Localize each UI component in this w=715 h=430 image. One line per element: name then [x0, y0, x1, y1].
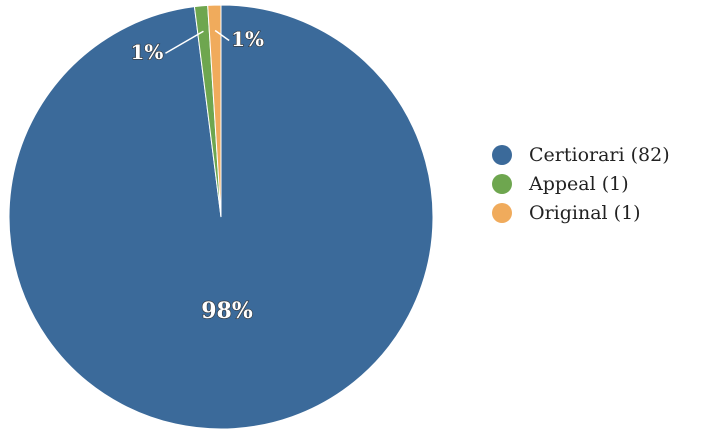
legend-item-original[interactable]: Original (1) [492, 198, 670, 227]
slice-label-certiorari: 98% [201, 298, 253, 324]
legend-swatch-certiorari [492, 144, 512, 165]
leader-line-original [214, 29, 230, 42]
legend-item-certiorari[interactable]: Certiorari (82) [492, 140, 670, 169]
legend-label-appeal: Appeal (1) [529, 172, 629, 195]
legend-item-appeal[interactable]: Appeal (1) [492, 169, 670, 198]
legend-swatch-appeal [492, 173, 512, 194]
legend-label-original: Original (1) [529, 201, 641, 224]
slice-label-original: 1% [231, 27, 264, 51]
legend-swatch-original [492, 202, 512, 223]
slice-label-appeal: 1% [131, 40, 164, 64]
chart-legend: Certiorari (82) Appeal (1) Original (1) [492, 140, 670, 227]
legend-label-certiorari: Certiorari (82) [529, 143, 670, 166]
pie-slice-original[interactable] [207, 4, 222, 218]
leader-line-appeal [165, 30, 204, 54]
